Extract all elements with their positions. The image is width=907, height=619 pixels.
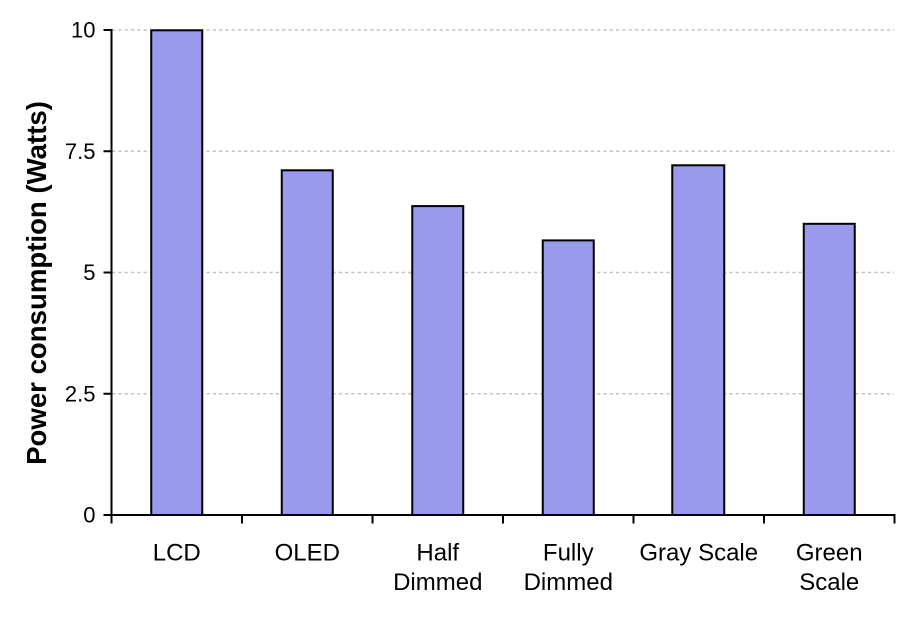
svg-text:7.5: 7.5 [65, 139, 96, 164]
svg-text:Fully: Fully [543, 540, 594, 567]
svg-text:LCD: LCD [153, 540, 201, 567]
svg-text:10: 10 [71, 18, 95, 43]
svg-text:0: 0 [83, 503, 95, 528]
svg-text:Green: Green [796, 540, 863, 567]
svg-text:Gray Scale: Gray Scale [639, 540, 758, 567]
svg-text:Power consumption (Watts): Power consumption (Watts) [21, 101, 52, 465]
svg-text:Dimmed: Dimmed [393, 569, 482, 596]
svg-text:OLED: OLED [275, 540, 340, 567]
svg-text:5: 5 [83, 260, 95, 285]
svg-text:Half: Half [416, 540, 459, 567]
svg-text:Scale: Scale [799, 569, 859, 596]
svg-text:2.5: 2.5 [65, 381, 96, 406]
svg-text:Dimmed: Dimmed [524, 569, 613, 596]
